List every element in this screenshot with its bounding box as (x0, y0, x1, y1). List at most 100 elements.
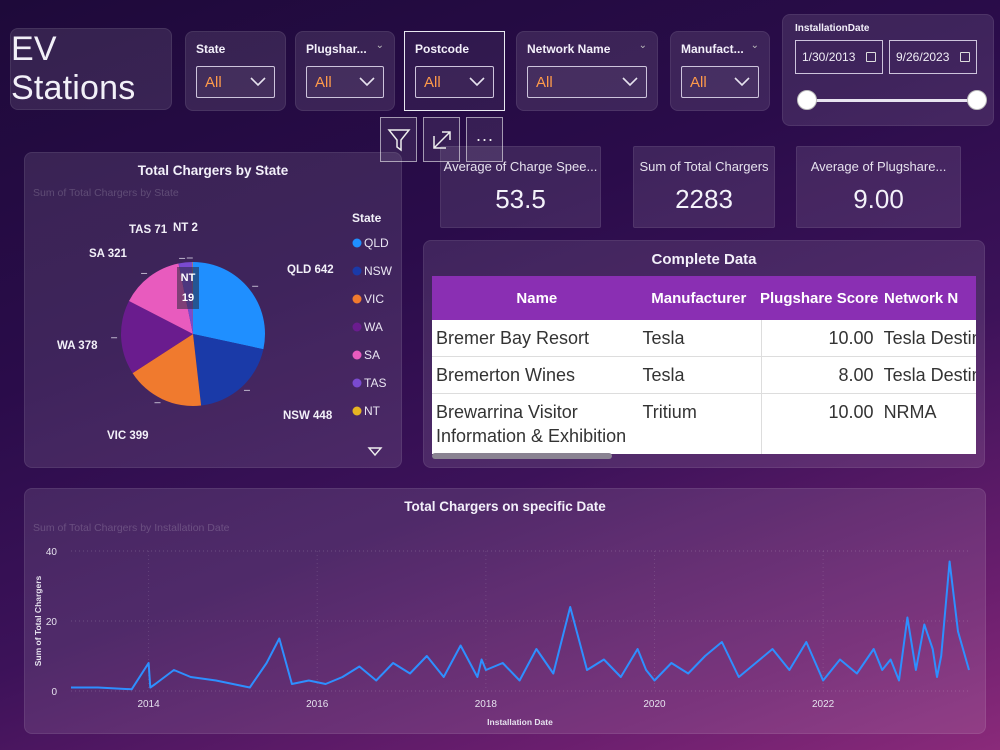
cell-plugshare-score: 8.00 (761, 357, 877, 393)
legend-scroll-down-icon[interactable] (367, 447, 383, 457)
pie-slice-vic[interactable] (132, 334, 202, 406)
calendar-icon[interactable] (866, 52, 876, 62)
cell-manufacturer: Tesla (642, 365, 685, 385)
legend-marker (352, 406, 362, 416)
legend-item[interactable]: NT (364, 404, 381, 418)
line-chart-title: Total Chargers on specific Date (404, 499, 606, 514)
end-date-input[interactable]: 9/26/2023 (889, 40, 977, 74)
legend-item[interactable]: TAS (364, 376, 386, 390)
cell-plugshare-score: 10.00 (761, 320, 877, 356)
cell-network: Tesla Destin (883, 328, 976, 348)
app-title-card: EV Stations (10, 28, 172, 110)
start-date-value: 1/30/2013 (802, 50, 856, 64)
legend-item[interactable]: SA (364, 348, 380, 362)
network-slicer-label: Network Name (527, 42, 611, 56)
installation-date-slicer[interactable]: InstallationDate 1/30/2013 9/26/2023 (782, 14, 994, 126)
postcode-dropdown[interactable]: All (415, 66, 494, 98)
pie-chart-card[interactable]: Total Chargers by State Sum of Total Cha… (24, 152, 402, 468)
postcode-slicer[interactable]: Postcode All (404, 31, 505, 111)
legend-title: State (352, 211, 382, 225)
network-dropdown-value: All (536, 73, 553, 91)
postcode-slicer-label: Postcode (415, 42, 470, 56)
data-table[interactable]: Name Manufacturer Plugshare Score Networ… (432, 276, 976, 454)
cell-name: Bremer Bay Resort (436, 328, 590, 348)
cell-plugshare-score: 10.00 (761, 394, 877, 454)
manufacturer-dropdown[interactable]: All (681, 66, 759, 98)
start-date-input[interactable]: 1/30/2013 (795, 40, 883, 74)
network-dropdown[interactable]: All (527, 66, 647, 98)
postcode-dropdown-value: All (424, 73, 441, 91)
legend-item[interactable]: VIC (364, 292, 384, 306)
calendar-icon[interactable] (960, 52, 970, 62)
manufacturer-slicer[interactable]: Manufact... ⌄ All (670, 31, 770, 111)
kpi-value: 2283 (675, 184, 733, 214)
state-slicer[interactable]: State All (185, 31, 286, 111)
horizontal-scrollbar[interactable] (432, 453, 612, 459)
kpi-label: Sum of Total Chargers (639, 159, 769, 174)
pie-data-label: SA 321 (89, 248, 128, 260)
chevron-down-icon (622, 77, 638, 87)
kpi-value: 9.00 (853, 184, 904, 214)
table-row[interactable]: Brewarrina Visitor Information & Exhibit… (432, 394, 976, 454)
line-chart-card[interactable]: Total Chargers on specific Date Sum of T… (24, 488, 986, 734)
plugshare-slicer-label: Plugshar... (306, 42, 367, 56)
date-range-track[interactable] (807, 99, 975, 102)
pie-slice-qld[interactable] (193, 262, 265, 350)
plugshare-slicer[interactable]: Plugshar... ⌄ All (295, 31, 395, 111)
more-options-icon[interactable]: ··· (466, 117, 503, 162)
y-axis-label: Sum of Total Chargers (33, 575, 43, 666)
table-title: Complete Data (651, 251, 757, 268)
pie-data-label: VIC 399 (107, 430, 149, 442)
x-tick-label: 2022 (812, 699, 835, 710)
column-header-manufacturer[interactable]: Manufacturer (651, 289, 747, 307)
legend-item[interactable]: QLD (364, 236, 389, 250)
date-range-end-handle[interactable] (967, 90, 987, 110)
y-tick-label: 20 (46, 617, 58, 628)
table-row[interactable]: Bremerton Wines Tesla 8.00 Tesla Destin (432, 357, 976, 394)
pie-data-label: NT 2 (173, 222, 198, 234)
cell-name-line: Brewarrina Visitor (436, 402, 578, 422)
pie-annotation-label: NT (181, 272, 196, 284)
legend-item[interactable]: NSW (364, 264, 393, 278)
column-header-name[interactable]: Name (516, 289, 558, 307)
kpi-label: Average of Charge Spee... (443, 159, 598, 174)
pie-slice-nsw[interactable] (193, 334, 264, 406)
y-tick-label: 0 (51, 687, 57, 698)
x-tick-label: 2020 (643, 699, 666, 710)
focus-mode-icon[interactable] (423, 117, 460, 162)
column-header-plugshare-score[interactable]: Plugshare Score (760, 289, 879, 307)
legend-marker (352, 294, 362, 304)
legend-marker (352, 322, 362, 332)
chevron-down-icon[interactable]: ⌄ (638, 40, 647, 51)
line-chart[interactable]: 0 20 40 2014 2016 2018 2020 2022 Sum of Total Ch… (25, 489, 987, 735)
chevron-down-icon (734, 77, 750, 87)
state-dropdown[interactable]: All (196, 66, 275, 98)
chevron-down-icon[interactable]: ⌄ (750, 40, 759, 51)
visual-header-toolbar: ··· (380, 117, 503, 162)
complete-data-table-card[interactable]: Complete Data Name Manufacturer Plugshar… (423, 240, 985, 468)
kpi-label: Average of Plugshare... (810, 159, 947, 174)
app-title: EV Stations (11, 30, 136, 107)
date-range-start-handle[interactable] (797, 90, 817, 110)
pie-chart-title: Total Chargers by State (137, 163, 289, 178)
x-axis-label: Installation Date (487, 717, 553, 727)
series-line[interactable] (71, 560, 970, 691)
legend-item[interactable]: WA (364, 320, 383, 334)
legend-marker (352, 378, 362, 388)
chevron-down-icon (469, 77, 485, 87)
pie-data-label: NSW 448 (283, 410, 333, 422)
kpi-value: 53.5 (495, 184, 546, 214)
state-slicer-label: State (196, 42, 226, 56)
network-slicer[interactable]: Network Name ⌄ All (516, 31, 658, 111)
plugshare-dropdown[interactable]: All (306, 66, 384, 98)
chevron-down-icon[interactable]: ⌄ (375, 40, 384, 51)
pie-slice-wa[interactable] (121, 301, 193, 374)
line-chart-subtitle: Sum of Total Chargers by Installation Da… (33, 522, 230, 534)
legend-marker (352, 350, 362, 360)
kpi-avg-charge-speed: Average of Charge Spee... 53.5 (440, 146, 601, 228)
pie-data-label: TAS 71 (129, 224, 168, 236)
table-row[interactable]: Bremer Bay Resort Tesla 10.00 Tesla Dest… (432, 320, 976, 357)
manufacturer-slicer-label: Manufact... (681, 42, 744, 56)
column-header-network[interactable]: Network N (884, 289, 959, 307)
